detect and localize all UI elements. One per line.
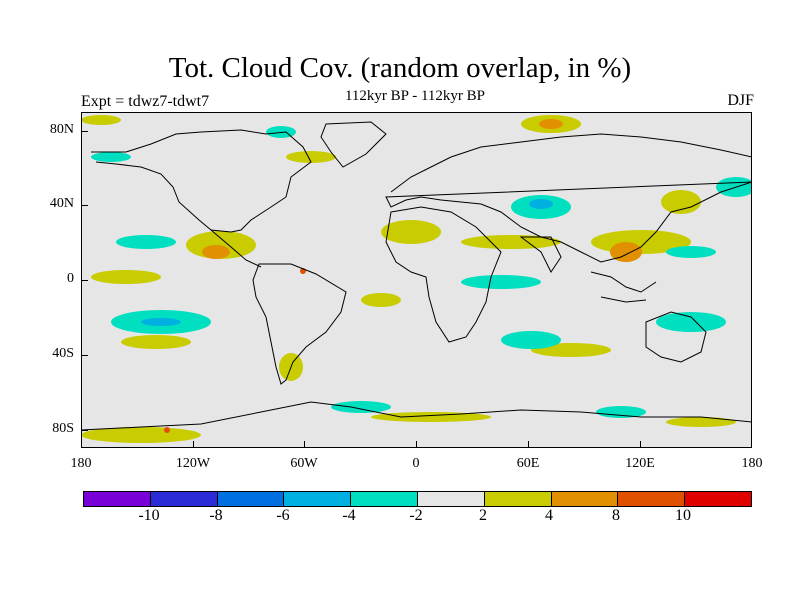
negative-anomaly xyxy=(666,246,716,258)
colorbar-swatch xyxy=(417,492,485,506)
colorbar-swatch xyxy=(150,492,218,506)
strong-positive-anomaly xyxy=(164,427,170,433)
season-label: DJF xyxy=(727,92,754,109)
coastlines xyxy=(81,121,752,431)
negative-anomaly xyxy=(656,312,726,332)
experiment-label: Expt = tdwz7-tdwt7 xyxy=(81,93,210,110)
coastline-north-america xyxy=(91,129,312,233)
coastline-india xyxy=(519,236,562,273)
y-tick-mark xyxy=(81,430,88,431)
coastline-australia xyxy=(645,311,707,363)
colorbar-label: -8 xyxy=(209,507,223,524)
positive-anomaly xyxy=(81,115,121,125)
x-tick-label: 60W xyxy=(290,456,318,471)
x-tick-label: 0 xyxy=(412,456,420,471)
y-tick-label: 0 xyxy=(67,271,74,286)
map-title: Tot. Cloud Cov. (random overlap, in %) xyxy=(168,52,632,84)
map-subtitle: 112kyr BP - 112kyr BP xyxy=(344,88,485,104)
coastline-sea-islands xyxy=(590,271,657,303)
colorbar-label: -6 xyxy=(276,507,290,524)
y-tick-label: 80N xyxy=(49,122,74,137)
positive-anomaly xyxy=(91,270,161,284)
colorbar-label: 8 xyxy=(612,507,620,524)
negative-anomaly xyxy=(461,275,541,289)
x-tick-mark xyxy=(304,441,305,448)
negative-anomaly xyxy=(331,401,391,413)
colorbar-swatch xyxy=(484,492,552,506)
positive-anomaly xyxy=(121,335,191,349)
coastline-africa xyxy=(385,206,502,343)
strong-negative-anomaly xyxy=(141,318,181,326)
x-tick-mark xyxy=(528,441,529,448)
y-tick-mark xyxy=(81,205,88,206)
colorbar-swatch xyxy=(685,492,751,506)
x-tick-label: 120W xyxy=(175,456,211,471)
coastline-antarctica xyxy=(81,401,752,431)
colorbar-label: 2 xyxy=(479,507,487,524)
y-tick-label: 80S xyxy=(52,421,74,436)
strong-positive-anomaly xyxy=(539,119,563,129)
colorbar-swatch xyxy=(551,492,619,506)
strong-negative-anomaly xyxy=(529,199,553,209)
y-tick-mark xyxy=(81,131,88,132)
negative-anomaly xyxy=(596,406,646,418)
positive-anomaly xyxy=(666,417,736,427)
y-tick-label: 40N xyxy=(49,196,74,211)
coastline-south-america xyxy=(252,263,347,385)
negative-anomaly xyxy=(91,152,131,162)
x-tick-mark xyxy=(416,441,417,448)
x-tick-label: 60E xyxy=(516,456,540,471)
colorbar-swatch xyxy=(284,492,352,506)
colorbar xyxy=(83,491,752,507)
colorbar-label: -2 xyxy=(409,507,423,524)
positive-anomaly xyxy=(661,190,701,214)
negative-anomaly xyxy=(116,235,176,249)
negative-anomaly xyxy=(716,177,752,197)
colorbar-swatch xyxy=(351,492,418,506)
colorbar-label: -4 xyxy=(342,507,356,524)
coastline-central-america xyxy=(210,229,262,268)
x-tick-mark xyxy=(640,441,641,448)
y-tick-mark xyxy=(81,280,88,281)
y-tick-label: 40S xyxy=(52,346,74,361)
x-tick-mark xyxy=(193,441,194,448)
strong-positive-anomaly xyxy=(202,245,230,259)
colorbar-label: 4 xyxy=(545,507,553,524)
colorbar-label: 10 xyxy=(675,507,691,524)
x-tick-label: 180 xyxy=(741,456,763,471)
positive-anomaly xyxy=(361,293,401,307)
colorbar-swatch xyxy=(84,492,151,506)
negative-anomaly xyxy=(501,331,561,349)
positive-anomaly xyxy=(381,220,441,244)
strong-positive-anomaly xyxy=(610,242,642,262)
x-tick-label: 180 xyxy=(70,456,92,471)
map-plot-area xyxy=(81,112,752,448)
positive-anomaly xyxy=(81,427,201,443)
positive-anomaly xyxy=(461,235,561,249)
anomaly-patches xyxy=(81,115,752,443)
colorbar-label: -10 xyxy=(138,507,160,524)
x-tick-label: 120E xyxy=(625,456,655,471)
coastline-greenland xyxy=(320,121,387,168)
positive-anomaly xyxy=(286,151,336,163)
colorbar-swatch xyxy=(217,492,285,506)
y-tick-mark xyxy=(81,355,88,356)
colorbar-swatch xyxy=(618,492,686,506)
